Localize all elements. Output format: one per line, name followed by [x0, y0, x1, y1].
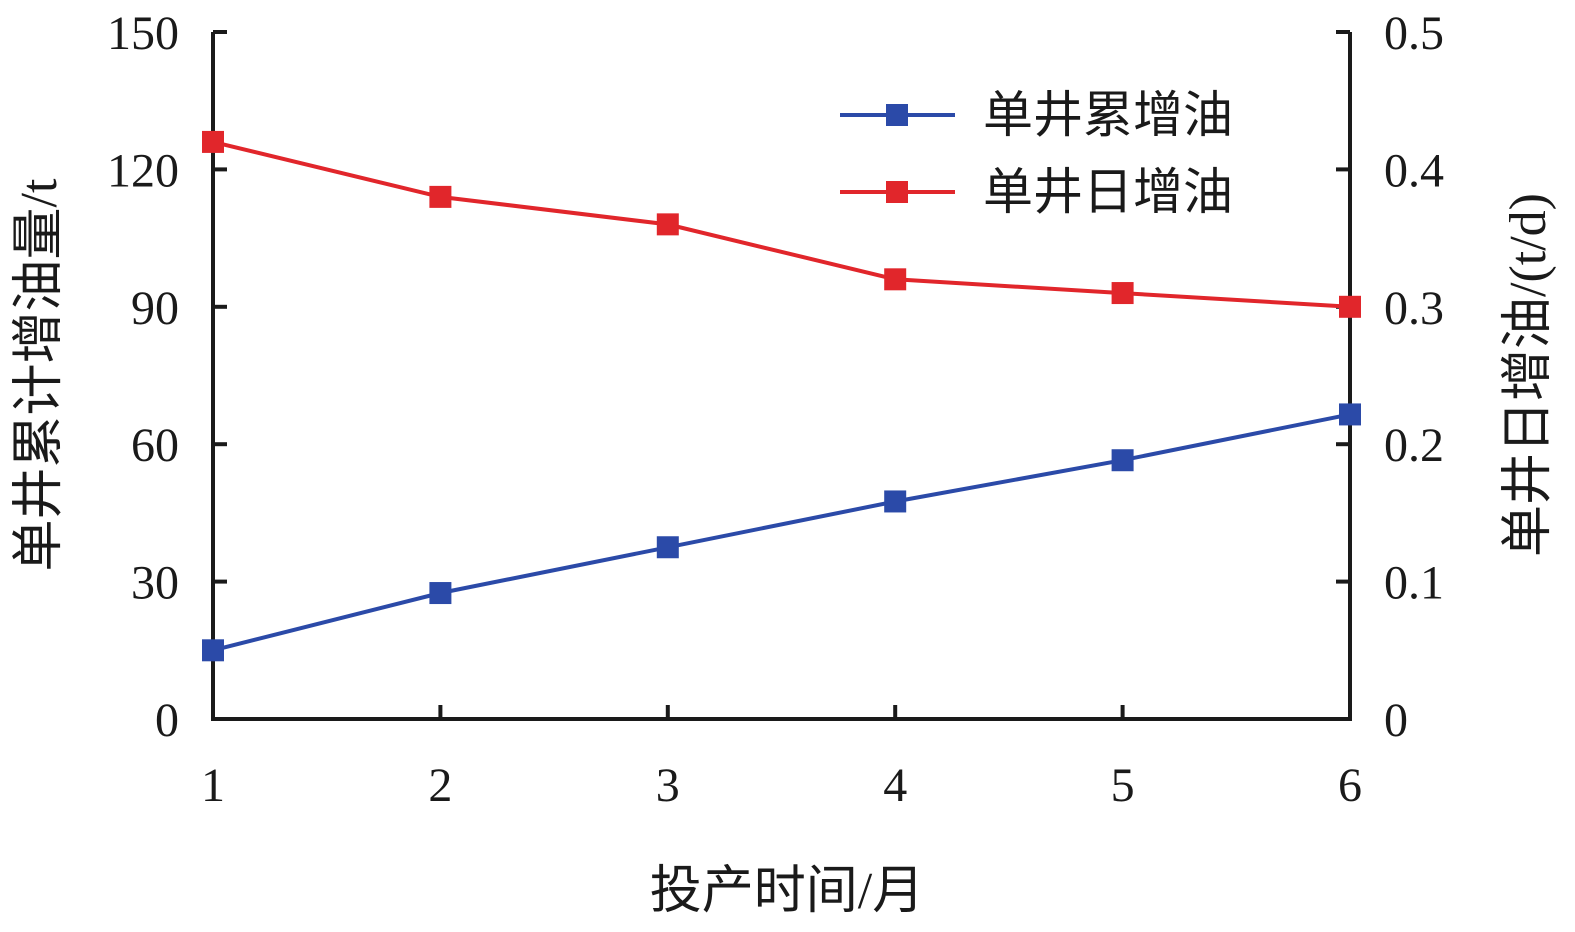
- series-1-marker: [1111, 449, 1134, 472]
- y-left-tick-label: 0: [155, 694, 179, 747]
- series-1-line: [212, 412, 1351, 653]
- y-right-tick-label: 0.2: [1384, 419, 1444, 472]
- series-2-marker: [202, 130, 224, 153]
- legend-marker-2: [886, 181, 908, 203]
- series-1: [202, 403, 1361, 662]
- series-2-marker: [884, 268, 907, 291]
- legend-label-1: 单井累增油: [983, 87, 1233, 143]
- series-1-marker: [884, 490, 907, 513]
- series-2: [202, 130, 1361, 318]
- x-tick-label: 5: [1111, 759, 1135, 812]
- y-left-tick-label: 150: [107, 7, 179, 60]
- x-tick-label: 3: [656, 759, 680, 812]
- x-tick-label: 2: [428, 759, 452, 812]
- x-axis-title: 投产时间/月: [650, 863, 924, 920]
- series-2-marker: [429, 185, 452, 208]
- y-axis-left-title: 单井累计增油量/t: [11, 178, 68, 571]
- y-left-tick-label: 30: [131, 557, 179, 610]
- y-right-tick-label: 0.3: [1384, 282, 1444, 335]
- series-2-line: [212, 139, 1351, 309]
- y-left-tick-label: 60: [131, 419, 179, 472]
- legend-item-1: 单井累增油: [840, 87, 1233, 143]
- x-tick-label: 4: [883, 759, 907, 812]
- series-2-marker: [1339, 295, 1361, 318]
- series-layer: [202, 130, 1361, 662]
- y-right-tick-label: 0.4: [1384, 144, 1444, 197]
- series-1-marker: [429, 582, 452, 605]
- series-1-marker: [1339, 403, 1361, 426]
- legend-label-2: 单井日增油: [983, 164, 1233, 220]
- x-tick-label: 6: [1338, 759, 1362, 812]
- y-right-tick-label: 0.1: [1384, 557, 1444, 610]
- series-2-marker: [656, 213, 679, 236]
- y-axis-right-title: 单井日增油/(t/d): [1500, 193, 1557, 557]
- x-tick-label: 1: [201, 759, 225, 812]
- y-right-tick-label: 0: [1384, 694, 1408, 747]
- series-1-marker: [656, 536, 679, 559]
- series-1-marker: [202, 639, 224, 662]
- y-left-tick-label: 120: [107, 144, 179, 197]
- y-left-tick-label: 90: [131, 282, 179, 335]
- y-right-tick-label: 0.5: [1384, 7, 1444, 60]
- series-2-marker: [1111, 282, 1134, 305]
- ticks: 0 30 60 90 120 150 0 0.1 0.2 0.3 0.4 0.5 1 2 3 4 5 6: [107, 7, 1444, 812]
- legend-marker-1: [886, 104, 908, 126]
- legend-item-2: 单井日增油: [840, 164, 1233, 220]
